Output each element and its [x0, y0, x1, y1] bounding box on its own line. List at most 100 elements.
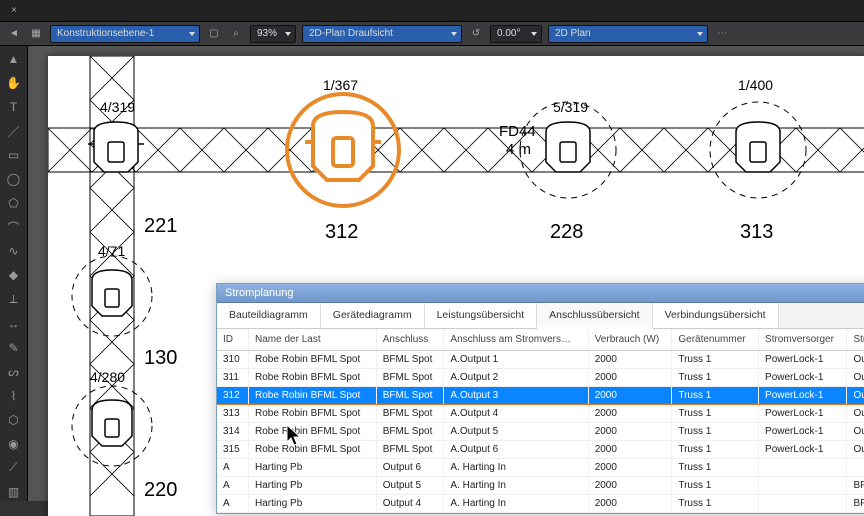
path-tool-icon[interactable]: ⟋: [4, 459, 24, 477]
table-cell: Outp: [847, 369, 864, 387]
close-icon[interactable]: ×: [6, 3, 22, 19]
table-cell: PowerLock-1: [759, 351, 847, 369]
table-cell: BFML Spot: [376, 387, 444, 405]
table-cell: 2000: [588, 423, 672, 441]
table-row[interactable]: AHarting PbOutput 5A. Harting In2000Trus…: [217, 477, 864, 495]
table-row[interactable]: 312Robe Robin BFML SpotBFML SpotA.Output…: [217, 387, 864, 405]
table-cell: Truss 1: [672, 369, 759, 387]
table-cell: A.Output 2: [444, 369, 588, 387]
table-header[interactable]: Gerätenummer: [672, 329, 759, 351]
fixture-label: 1/367: [323, 77, 358, 93]
table-cell: Robe Robin BFML Spot: [249, 423, 377, 441]
table-cell: [759, 477, 847, 495]
table-row[interactable]: AHarting PbOutput 6A. Harting In2000Trus…: [217, 459, 864, 477]
measure-tool-icon[interactable]: ⟂: [4, 290, 24, 308]
spline-tool-icon[interactable]: ⌇: [4, 387, 24, 405]
ellipse-tool-icon[interactable]: ◉: [4, 435, 24, 453]
table-cell: BFML Spot: [376, 369, 444, 387]
view-dropdown-label: 2D-Plan Draufsicht: [309, 28, 393, 39]
layer-icon[interactable]: ▦: [28, 26, 44, 42]
edit-tool-icon[interactable]: ✎: [4, 339, 24, 357]
more-icon[interactable]: ⋯: [714, 26, 730, 42]
table-cell: PowerLock-1: [759, 423, 847, 441]
table-cell: Outp: [847, 351, 864, 369]
zoom-icon[interactable]: ⌕: [228, 26, 244, 42]
plan-dropdown[interactable]: 2D Plan: [548, 25, 708, 43]
left-toolstrip: ▲ ✋ T ／ ▭ ◯ ⬠ ⌒ ∿ ◆ ⟂ ↔ ✎ ᔕ ⌇ ⬡ ◉ ⟋ ▥: [0, 46, 28, 501]
table-cell: Robe Robin BFML Spot: [249, 351, 377, 369]
bezier-tool-icon[interactable]: ᔕ: [4, 363, 24, 381]
panel-tab[interactable]: Gerätediagramm: [321, 303, 425, 328]
table-cell: Robe Robin BFML Spot: [249, 405, 377, 423]
table-cell: PowerLock-1: [759, 369, 847, 387]
angle-icon[interactable]: ↺: [468, 26, 484, 42]
angle-value: 0.00°: [497, 28, 520, 39]
table-cell: Harting Pb: [249, 477, 377, 495]
fixture-label: 4 m: [506, 141, 531, 158]
table-cell: Output 5: [376, 477, 444, 495]
table-cell: A.Output 4: [444, 405, 588, 423]
table-cell: A.Output 3: [444, 387, 588, 405]
table-cell: Outp: [847, 405, 864, 423]
select-tool-icon[interactable]: ▲: [4, 50, 24, 68]
table-cell: Outp: [847, 441, 864, 459]
circle-tool-icon[interactable]: ◯: [4, 170, 24, 188]
table-cell: 315: [217, 441, 249, 459]
table-cell: Truss 1: [672, 495, 759, 513]
table-cell: Robe Robin BFML Spot: [249, 441, 377, 459]
table-row[interactable]: 313Robe Robin BFML SpotBFML SpotA.Output…: [217, 405, 864, 423]
line-tool-icon[interactable]: ／: [4, 122, 24, 140]
table-cell: A. Harting In: [444, 459, 588, 477]
table-row[interactable]: 310Robe Robin BFML SpotBFML SpotA.Output…: [217, 351, 864, 369]
node-tool-icon[interactable]: ◆: [4, 266, 24, 284]
table-header[interactable]: Stro: [847, 329, 864, 351]
hand-tool-icon[interactable]: ✋: [4, 74, 24, 92]
table-row[interactable]: 314Robe Robin BFML SpotBFML SpotA.Output…: [217, 423, 864, 441]
panel-title[interactable]: Stromplanung: [217, 284, 864, 303]
table-cell: [847, 459, 864, 477]
fixture-big-label: 228: [550, 221, 583, 243]
layer-dropdown-label: Konstruktionsebene-1: [57, 28, 154, 39]
shape-tool-icon[interactable]: ⬡: [4, 411, 24, 429]
arc-tool-icon[interactable]: ⌒: [4, 218, 24, 236]
panel-tab[interactable]: Verbindungsübersicht: [653, 303, 779, 328]
table-cell: A: [217, 459, 249, 477]
zoom-dropdown[interactable]: 93%: [250, 25, 296, 43]
table-cell: 2000: [588, 441, 672, 459]
table-header[interactable]: Name der Last: [249, 329, 377, 351]
grid-icon[interactable]: ▢: [206, 26, 222, 42]
back-icon[interactable]: ◄: [6, 26, 22, 42]
connection-table: IDName der LastAnschlussAnschluss am Str…: [217, 329, 864, 513]
panel-tab[interactable]: Leistungsübersicht: [425, 303, 538, 328]
layer-dropdown[interactable]: Konstruktionsebene-1: [50, 25, 200, 43]
text-tool-icon[interactable]: T: [4, 98, 24, 116]
table-cell: 2000: [588, 459, 672, 477]
table-cell: Ou: [847, 387, 864, 405]
rect-tool-icon[interactable]: ▭: [4, 146, 24, 164]
table-row[interactable]: AHarting PbOutput 4A. Harting In2000Trus…: [217, 495, 864, 513]
poly-tool-icon[interactable]: ⬠: [4, 194, 24, 212]
view-dropdown[interactable]: 2D-Plan Draufsicht: [302, 25, 462, 43]
table-header[interactable]: Verbrauch (W): [588, 329, 672, 351]
curve-tool-icon[interactable]: ∿: [4, 242, 24, 260]
panel-tab[interactable]: Anschlussübersicht: [537, 303, 652, 329]
table-header[interactable]: Anschluss: [376, 329, 444, 351]
table-cell: A. Harting In: [444, 495, 588, 513]
angle-dropdown[interactable]: 0.00°: [490, 25, 542, 43]
table-header[interactable]: Anschluss am Stromvers…: [444, 329, 588, 351]
table-cell: PowerLock-1: [759, 405, 847, 423]
group-tool-icon[interactable]: ▥: [4, 483, 24, 501]
fixture-label: FD44: [499, 123, 536, 140]
table-cell: BFML Spot: [376, 351, 444, 369]
table-row[interactable]: 311Robe Robin BFML SpotBFML SpotA.Output…: [217, 369, 864, 387]
table-cell: Robe Robin BFML Spot: [249, 369, 377, 387]
table-header[interactable]: Stromversorger: [759, 329, 847, 351]
table-header[interactable]: ID: [217, 329, 249, 351]
table-cell: Truss 1: [672, 459, 759, 477]
dim-tool-icon[interactable]: ↔: [4, 315, 24, 333]
table-row[interactable]: 315Robe Robin BFML SpotBFML SpotA.Output…: [217, 441, 864, 459]
drawing-canvas[interactable]: 4/319 1/367 312 FD: [28, 46, 864, 501]
fixture-label: 221: [144, 215, 177, 237]
table-cell: BFML Spot: [376, 441, 444, 459]
panel-tab[interactable]: Bauteildiagramm: [217, 303, 321, 328]
